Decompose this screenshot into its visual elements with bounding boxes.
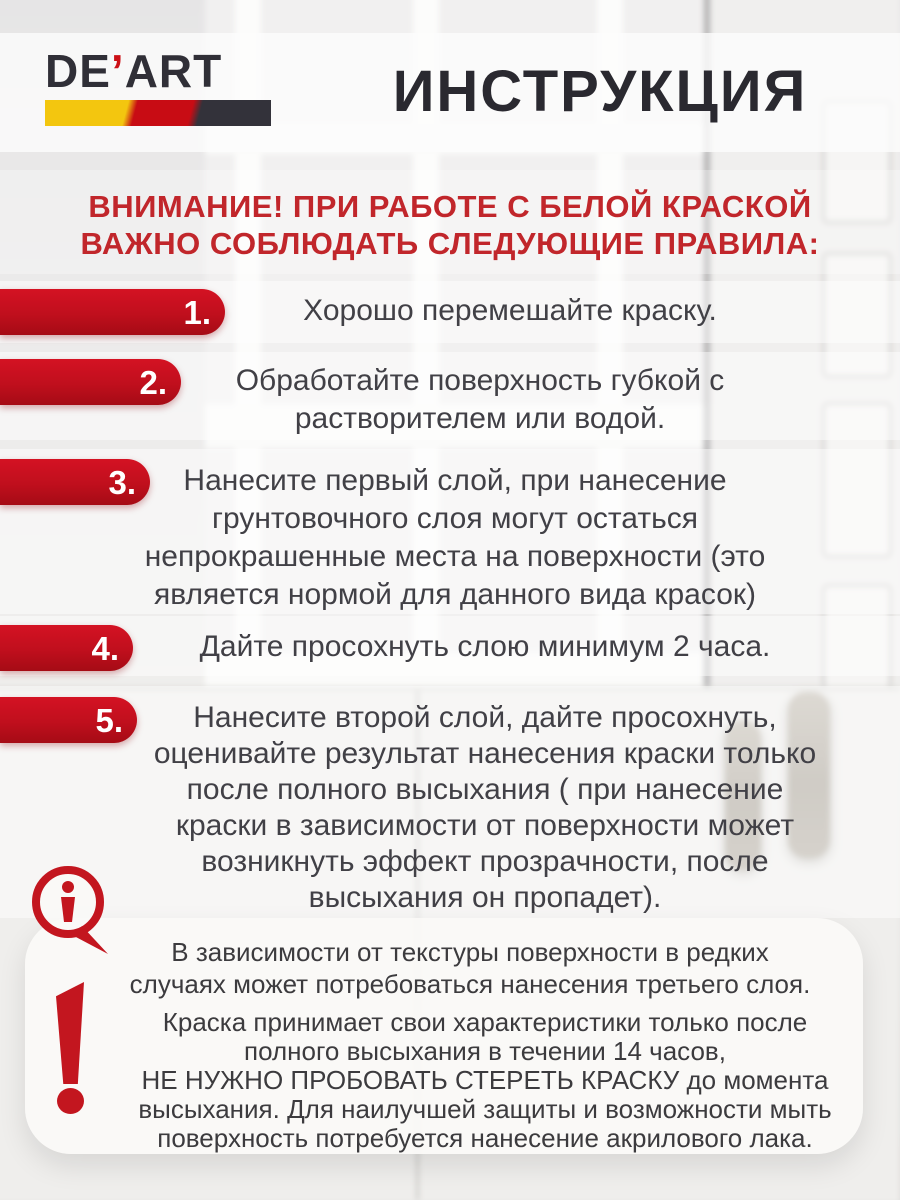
notes-panel [25, 918, 863, 1154]
item-line: возникнуть эффект прозрачности, после [201, 845, 769, 878]
item-text: Нанесите второй слой, дайте просохнуть, … [90, 700, 880, 916]
item-number: 5. [95, 701, 123, 739]
exclamation-dot [57, 1088, 84, 1114]
item-line: Дайте просохнуть слою минимум 2 часа. [199, 630, 771, 663]
door-seam [704, 0, 710, 687]
item-number: 1. [183, 293, 211, 331]
item-line: грунтовочного слоя могут остаться [212, 502, 698, 535]
number-ribbon: 4. [0, 625, 133, 671]
deart-logo-text: DE’ART [45, 48, 273, 94]
item-line: непрокрашенные места на поверхности (это [144, 540, 766, 573]
item-line: растворителем или водой. [294, 402, 666, 435]
warning-line: ВНИМАНИЕ! ПРИ РАБОТЕ С БЕЛОЙ КРАСКОЙ [88, 189, 812, 224]
item-line: краски в зависимости от поверхности може… [175, 809, 795, 842]
number-ribbon: 5. [0, 697, 137, 743]
item-line: Хорошо перемешайте краску. [303, 294, 717, 327]
logo-apostrophe: ’ [110, 45, 125, 97]
rule-item-3: 3. Нанесите первый слой, при нанесение г… [0, 459, 900, 614]
info-note: В зависимости от текстуры поверхности в … [70, 936, 870, 1000]
door-panel [822, 402, 892, 558]
paint-line: полного высыхания в течении 14 часов, [244, 1036, 726, 1066]
logo-art: ART [124, 45, 223, 97]
item-text: Дайте просохнуть слою минимум 2 часа. [140, 628, 830, 666]
number-ribbon: 3. [0, 459, 150, 505]
paint-line: высыхания. Для наилучшей защиты и возмож… [138, 1094, 832, 1124]
item-line: Нанесите второй слой, дайте просохнуть, [193, 701, 777, 734]
item-text: Нанесите первый слой, при нанесение грун… [40, 462, 870, 614]
paint-line: НЕ НУЖНО ПРОБОВАТЬ СТЕРЕТЬ КРАСКУ до мом… [141, 1065, 829, 1095]
heading-strip [0, 170, 900, 274]
rule-item-4: 4. Дайте просохнуть слою минимум 2 часа. [0, 625, 900, 671]
info-line: В зависимости от текстуры поверхности в … [171, 937, 769, 967]
rule-item-5: 5. Нанесите второй слой, дайте просохнут… [0, 697, 900, 916]
rule-item-1: 1. Хорошо перемешайте краску. [0, 289, 900, 335]
item-line: Обработайте поверхность губкой с [235, 364, 725, 397]
item-strip [0, 616, 900, 676]
item-number: 4. [91, 629, 119, 667]
door-panel [822, 584, 892, 690]
info-line: случаях может потребоваться нанесения тр… [129, 969, 811, 999]
item-strip [0, 449, 900, 614]
warning-line: ВАЖНО СОБЛЮДАТЬ СЛЕДУЮЩИЕ ПРАВИЛА: [80, 226, 820, 261]
item-line: оценивайте результат нанесения краски то… [153, 737, 817, 770]
paint-line: поверхность потребуется нанесение акрило… [157, 1123, 813, 1153]
logo-flag-stripe [45, 100, 271, 126]
item-line: высыхания он пропадет). [308, 881, 662, 914]
rule-item-2: 2. Обработайте поверхность губкой с раст… [0, 359, 900, 438]
item-number: 2. [139, 363, 167, 401]
door-panel [822, 252, 892, 378]
number-ribbon: 1. [0, 289, 225, 335]
item-number: 3. [108, 463, 136, 501]
header-band [0, 33, 900, 152]
item-line: является нормой для данного вида красок) [153, 578, 756, 611]
item-text: Хорошо перемешайте краску. [230, 292, 790, 330]
info-icon [32, 866, 108, 954]
paint-note: Краска принимает свои характеристики тол… [95, 1008, 875, 1153]
door-rail [205, 404, 710, 448]
page-title: ИНСТРУКЦИЯ [392, 59, 808, 124]
door-handle [788, 692, 830, 858]
door-handle [725, 720, 761, 870]
item-line: Нанесите первый слой, при нанесение [183, 464, 727, 497]
deart-logo: DE’ART [45, 48, 273, 126]
door-rail [205, 652, 710, 688]
paint-line: Краска принимает свои характеристики тол… [162, 1007, 808, 1037]
item-text: Обработайте поверхность губкой с раствор… [150, 362, 810, 438]
exclamation-icon [56, 982, 84, 1114]
number-ribbon: 2. [0, 359, 181, 405]
warning-heading: ВНИМАНИЕ! ПРИ РАБОТЕ С БЕЛОЙ КРАСКОЙ ВАЖ… [0, 188, 900, 262]
item-strip [0, 686, 900, 918]
item-line: после полного высыхания ( при нанесение [186, 773, 784, 806]
logo-de: DE [45, 45, 111, 97]
